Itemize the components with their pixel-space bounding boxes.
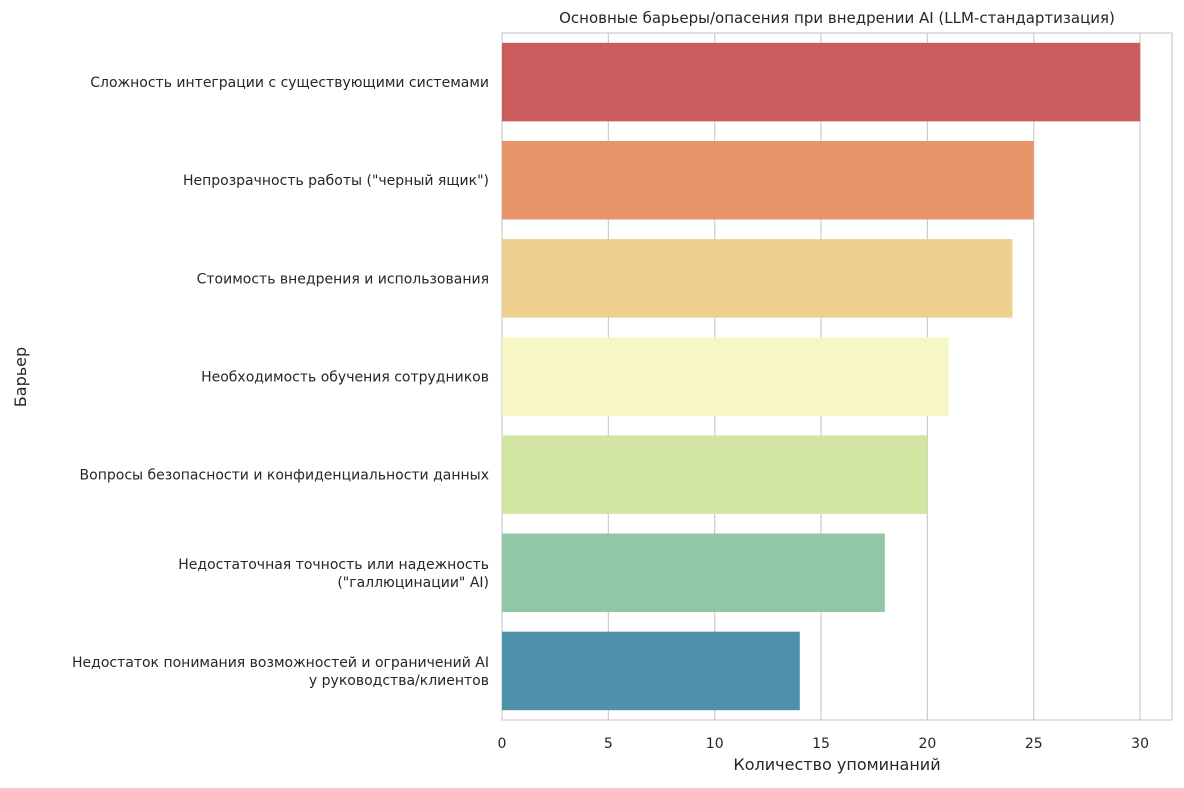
- bar: [502, 435, 928, 514]
- y-tick-labels: Сложность интеграции с существующими сис…: [72, 75, 489, 689]
- bar: [502, 631, 800, 711]
- y-tick-label: Вопросы безопасности и конфиденциальност…: [80, 468, 489, 484]
- y-tick-label: Необходимость обучения сотрудников: [201, 370, 489, 386]
- x-axis-label: Количество упоминаний: [733, 755, 940, 774]
- x-tick-label: 15: [812, 736, 830, 752]
- y-axis-label: Барьер: [11, 347, 30, 407]
- x-tick-label: 20: [918, 736, 936, 752]
- x-tick-labels: 0 5 10 15 20 25 30: [498, 736, 1149, 752]
- y-tick-label: Недостаток понимания возможностей и огра…: [72, 655, 489, 689]
- x-tick-label: 5: [604, 736, 613, 752]
- bars: [502, 42, 1141, 711]
- bar: [502, 337, 949, 416]
- y-tick-label: Недостаточная точность или надежность ("г…: [178, 557, 489, 591]
- y-tick-label: Непрозрачность работы ("черный ящик"): [183, 173, 489, 189]
- x-tick-label: 0: [498, 736, 507, 752]
- y-tick-label: Стоимость внедрения и использования: [197, 271, 489, 287]
- y-tick-label: Сложность интеграции с существующими сис…: [90, 75, 489, 91]
- bar: [502, 239, 1013, 318]
- x-tick-label: 10: [706, 736, 724, 752]
- x-tick-label: 30: [1131, 736, 1149, 752]
- bar: [502, 533, 885, 613]
- bar: [502, 140, 1034, 220]
- bar: [502, 42, 1141, 122]
- x-tick-label: 25: [1025, 736, 1043, 752]
- chart-title: Основные барьеры/опасения при внедрении …: [559, 9, 1115, 27]
